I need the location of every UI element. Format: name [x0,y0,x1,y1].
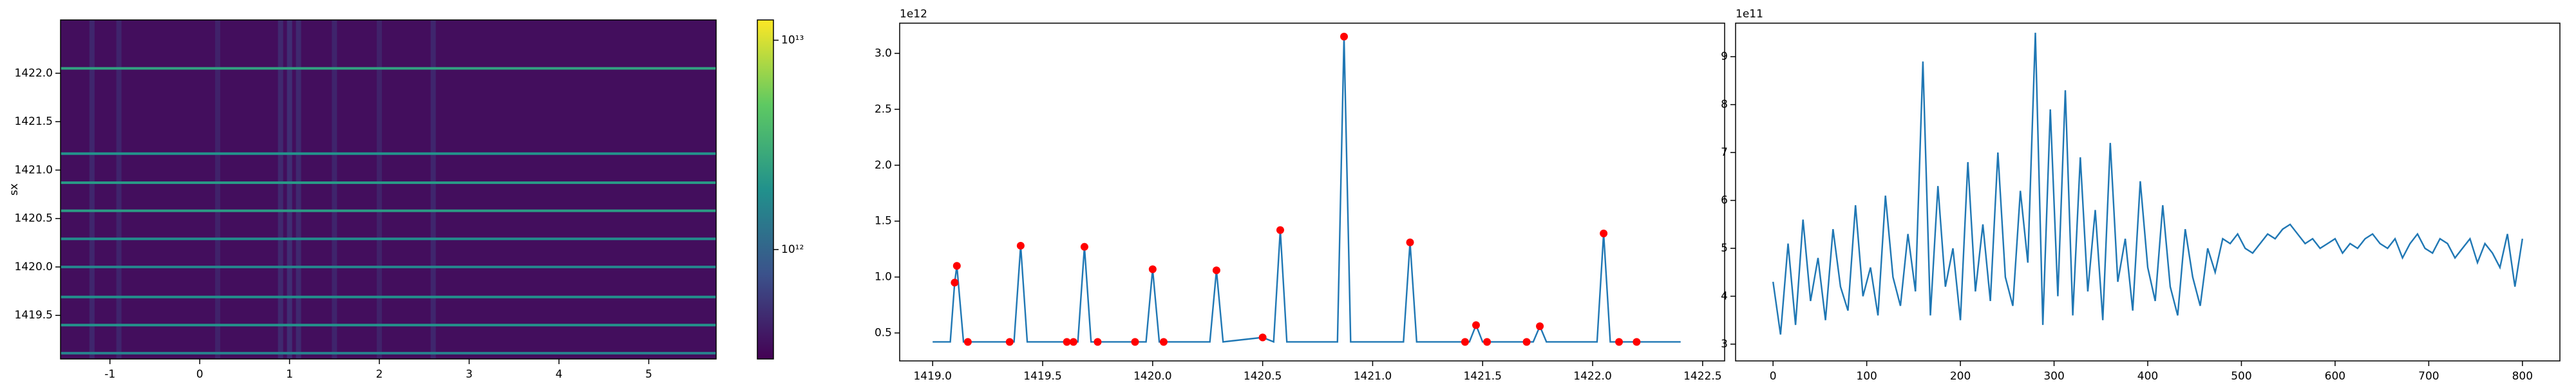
y-tick-label: 1.5 [875,215,892,228]
heatmap-row [61,67,716,70]
y-tick-label: 0.5 [875,327,892,340]
heatmap-column [332,20,337,359]
x-tick-label: 100 [1856,370,1877,383]
heatmap-column [377,20,383,359]
offset-text: 1e11 [1736,8,1763,21]
x-tick-label: 300 [2043,370,2064,383]
peak-marker [1276,226,1284,234]
x-tick-label: 1419.0 [913,370,951,383]
y-tick-label: 6 [1721,194,1728,207]
y-axis-label: sx [8,183,21,196]
peak-marker [1094,338,1102,346]
y-tick-label: 4 [1721,290,1728,302]
peak-marker [1005,338,1014,346]
colorbar-tick-label: 10¹³ [781,34,804,47]
peak-marker [1159,338,1168,346]
heatmap-column [430,20,436,359]
heatmap-column [116,20,122,359]
x-tick-label: -1 [104,368,115,381]
heatmap-row [61,209,716,212]
peak-marker [1212,266,1220,275]
peak-marker [1483,338,1492,346]
y-tick-label: 7 [1721,146,1728,159]
x-tick-label: 0 [1770,370,1777,383]
x-tick-label: 4 [556,368,563,381]
heatmap-column [296,20,301,359]
x-tick-label: 1420.5 [1244,370,1282,383]
heatmap-row [61,295,716,299]
peak-marker [1258,333,1267,342]
line-series [1772,32,2523,335]
peak-marker [1080,243,1088,251]
peak-marker [1461,338,1469,346]
y-tick-label: 9 [1721,50,1728,63]
x-tick-label: 1421.0 [1354,370,1392,383]
peak-marker [951,279,959,287]
y-tick-label: 1420.0 [15,261,53,273]
x-tick-label: 2 [376,368,383,381]
heatmap-background [61,20,716,359]
colorbar [757,19,774,360]
peak-marker [963,338,972,346]
y-tick-label: 1421.0 [15,163,53,176]
heatmap-row [61,324,716,327]
x-tick-label: 3 [466,368,473,381]
axes-frame [899,23,1725,362]
x-tick-label: 1422.0 [1573,370,1611,383]
peak-marker [1131,338,1139,346]
peak-marker [952,262,961,270]
axes-frame [60,19,717,360]
heatmap-column [287,20,292,359]
x-tick-label: 0 [196,368,204,381]
y-tick-label: 2.0 [875,159,892,172]
y-tick-label: 5 [1721,242,1728,255]
heatmap-row [61,181,716,184]
y-tick-label: 1.0 [875,271,892,284]
y-tick-label: 1420.5 [15,212,53,225]
x-tick-label: 200 [1950,370,1971,383]
peak-marker [1148,265,1157,273]
x-tick-label: 400 [2137,370,2158,383]
peak-marker [1472,321,1480,329]
x-tick-label: 1 [286,368,293,381]
heatmap-row [61,152,716,155]
heatmap-row [61,265,716,268]
peak-marker [1340,32,1349,41]
heatmap-column [278,20,283,359]
axes-frame [1735,23,2561,362]
heatmap-column [215,20,221,359]
peak-marker [1016,241,1025,250]
y-tick-label: 1422.0 [15,67,53,80]
offset-text: 1e12 [900,8,927,21]
x-tick-label: 500 [2231,370,2251,383]
peak-marker [1633,338,1641,346]
x-tick-label: 1421.5 [1463,370,1501,383]
y-tick-label: 1419.5 [15,309,53,322]
peak-marker [1406,238,1414,246]
heatmap-row [61,237,716,241]
heatmap-row [61,351,716,354]
peak-marker [1536,322,1544,331]
peak-marker [1615,338,1624,346]
x-tick-label: 600 [2325,370,2345,383]
line-series [933,36,1681,344]
x-tick-label: 1419.5 [1023,370,1061,383]
y-tick-label: 8 [1721,98,1728,111]
x-tick-label: 1420.0 [1133,370,1171,383]
peak-marker [1600,229,1608,237]
y-tick-label: 3 [1721,338,1728,351]
heatmap-column [89,20,95,359]
colorbar-tick-label: 10¹² [781,243,804,256]
peak-marker [1063,338,1071,346]
y-tick-label: 1421.5 [15,115,53,128]
peak-marker [1522,338,1531,346]
x-tick-label: 700 [2418,370,2439,383]
y-tick-label: 2.5 [875,103,892,116]
peak-marker [1069,338,1077,346]
x-tick-label: 1422.5 [1683,370,1721,383]
y-tick-label: 3.0 [875,47,892,60]
x-tick-label: 5 [645,368,652,381]
x-tick-label: 800 [2512,370,2533,383]
